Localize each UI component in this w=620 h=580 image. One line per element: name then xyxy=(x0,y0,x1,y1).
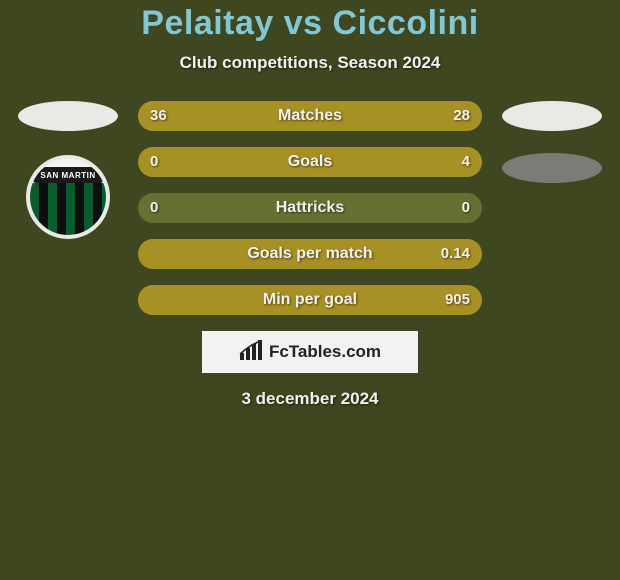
stats-area: SAN MARTIN Matches3628Goals04Hattricks00… xyxy=(0,101,620,315)
stat-bar-row: Goals per match0.14 xyxy=(138,239,482,269)
stat-bar-row: Matches36 28 xyxy=(138,101,482,131)
player-oval-icon xyxy=(502,153,602,183)
left-player-icons: SAN MARTIN xyxy=(8,101,128,239)
bar-value-right: 0.14 xyxy=(441,239,470,269)
stat-bars: Matches3628Goals04Hattricks00Goals per m… xyxy=(138,101,482,315)
bar-label: Min per goal xyxy=(138,285,482,315)
stat-bar-row: Min per goal905 xyxy=(138,285,482,315)
comparison-card: Pelaitay vs Ciccolini Club competitions,… xyxy=(0,0,620,409)
branding-text: FcTables.com xyxy=(269,342,381,362)
bar-label: Matches xyxy=(138,101,482,131)
date-line: 3 december 2024 xyxy=(0,389,620,409)
bar-value-left: 0 xyxy=(150,193,158,223)
club-badge-san-martin: SAN MARTIN xyxy=(26,155,110,239)
bar-label: Goals per match xyxy=(138,239,482,269)
bar-label: Hattricks xyxy=(138,193,482,223)
player-oval-icon xyxy=(502,101,602,131)
badge-banner: SAN MARTIN xyxy=(33,167,103,183)
player-oval-icon xyxy=(18,101,118,131)
branding-badge: FcTables.com xyxy=(202,331,418,373)
bar-value-right: 0 xyxy=(462,193,470,223)
bar-value-left: 36 xyxy=(150,101,167,131)
bar-value-right: 905 xyxy=(445,285,470,315)
stat-bar-row: Hattricks0 0 xyxy=(138,193,482,223)
right-player-icons xyxy=(492,101,612,183)
page-title: Pelaitay vs Ciccolini xyxy=(0,4,620,43)
bar-value-left: 0 xyxy=(150,147,158,177)
bar-label: Goals xyxy=(138,147,482,177)
stat-bar-row: Goals0 4 xyxy=(138,147,482,177)
season-subtitle: Club competitions, Season 2024 xyxy=(0,53,620,73)
badge-stripes xyxy=(30,183,106,235)
chart-icon xyxy=(239,339,263,366)
bar-value-right: 28 xyxy=(453,101,470,131)
bar-value-right: 4 xyxy=(462,147,470,177)
